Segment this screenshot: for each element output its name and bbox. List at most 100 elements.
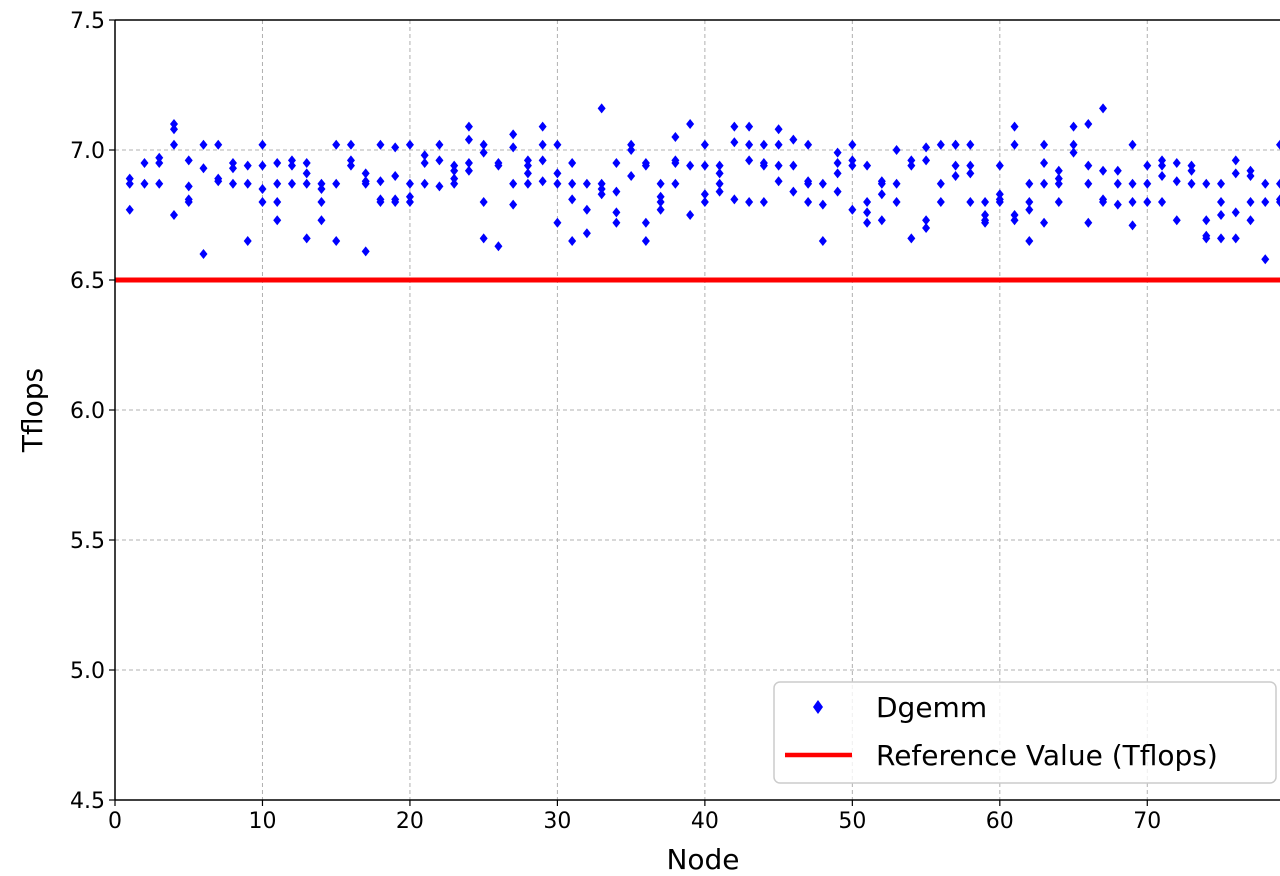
dgemm-point [641, 217, 650, 228]
dgemm-point [789, 134, 798, 145]
dgemm-point [745, 139, 754, 150]
dgemm-point [391, 197, 400, 207]
dgemm-point [435, 155, 444, 166]
dgemm-point [479, 233, 488, 244]
dgemm-point [612, 158, 621, 168]
dgemm-point [1113, 165, 1122, 176]
dgemm-point [1217, 233, 1226, 244]
dgemm-point [494, 241, 503, 252]
dgemm-point [966, 197, 975, 207]
dgemm-point [877, 215, 886, 226]
dgemm-point [1158, 155, 1167, 166]
dgemm-point [833, 168, 842, 179]
dgemm-point [450, 165, 459, 176]
dgemm-point [1246, 197, 1255, 207]
dgemm-point [833, 147, 842, 158]
dgemm-point [1040, 139, 1049, 150]
dgemm-point [1069, 147, 1078, 158]
dgemm-point [450, 160, 459, 171]
dgemm-point [509, 178, 518, 189]
dgemm-point [228, 163, 237, 174]
dgemm-point [332, 139, 341, 150]
dgemm-point [774, 124, 783, 135]
y-tick-label: 7.5 [70, 9, 105, 34]
dgemm-point [287, 178, 296, 189]
dgemm-point [1054, 173, 1063, 184]
dgemm-point [789, 186, 798, 197]
dgemm-point [332, 236, 341, 246]
dgemm-point [907, 155, 916, 166]
dgemm-point [730, 121, 739, 132]
dgemm-point [848, 139, 857, 150]
dgemm-point [1084, 178, 1093, 189]
dgemm-point [582, 178, 591, 189]
dgemm-point [273, 178, 282, 189]
dgemm-point [1246, 215, 1255, 226]
dgemm-point [892, 197, 901, 207]
dgemm-point [184, 181, 193, 192]
dgemm-point [494, 160, 503, 171]
x-tick-label: 20 [396, 809, 424, 834]
dgemm-point [877, 189, 886, 200]
dgemm-point [656, 204, 665, 215]
dgemm-point [1172, 176, 1181, 187]
dgemm-point [169, 119, 178, 129]
dgemm-point [1158, 171, 1167, 181]
dgemm-point [582, 228, 591, 239]
dgemm-point [435, 181, 444, 192]
dgemm-point [258, 160, 267, 171]
dgemm-point [1276, 178, 1280, 189]
dgemm-point [1054, 178, 1063, 189]
dgemm-point [833, 158, 842, 168]
legend-reference-label: Reference Value (Tflops) [876, 739, 1218, 772]
dgemm-point [568, 178, 577, 189]
legend: Dgemm Reference Value (Tflops) [773, 681, 1277, 784]
dgemm-point [1246, 171, 1255, 181]
dgemm-point [1099, 103, 1108, 114]
dgemm-point [317, 178, 326, 189]
dgemm-point [1010, 139, 1019, 150]
dgemm-point [140, 178, 149, 189]
dgemm-point [1217, 178, 1226, 189]
dgemm-point [1040, 178, 1049, 189]
dgemm-point [405, 139, 414, 150]
dgemm-point [612, 207, 621, 218]
dgemm-point [1084, 160, 1093, 171]
dgemm-point [464, 158, 473, 168]
dgemm-point [936, 139, 945, 150]
dgemm-point [1172, 158, 1181, 168]
dgemm-point [361, 246, 370, 257]
dgemm-point [125, 204, 134, 215]
dgemm-point [1054, 165, 1063, 176]
dgemm-point [479, 139, 488, 150]
dgemm-point [907, 233, 916, 244]
dgemm-point [199, 163, 208, 174]
dgemm-point [405, 191, 414, 202]
dgemm-point [258, 184, 267, 194]
legend-box [773, 681, 1277, 784]
dgemm-point [214, 139, 223, 150]
dgemm-point [184, 155, 193, 166]
dgemm-point [863, 197, 872, 207]
dgemm-point [686, 119, 695, 129]
dgemm-point [450, 173, 459, 184]
dgemm-point [863, 217, 872, 228]
dgemm-point [686, 210, 695, 220]
dgemm-point [1202, 178, 1211, 189]
dgemm-point [995, 160, 1004, 171]
dgemm-point [892, 178, 901, 189]
dgemm-point [907, 160, 916, 171]
dgemm-point [848, 155, 857, 166]
dgemm-point [951, 160, 960, 171]
dgemm-point [1040, 217, 1049, 228]
dgemm-point [228, 158, 237, 168]
dgemm-point [214, 176, 223, 187]
dgemm-points [125, 103, 1280, 265]
dgemm-point [759, 160, 768, 171]
x-tick-label: 60 [986, 809, 1014, 834]
dgemm-point [1010, 215, 1019, 226]
dgemm-point [228, 178, 237, 189]
dgemm-point [243, 178, 252, 189]
dgemm-point [140, 158, 149, 168]
dgemm-point [966, 168, 975, 179]
